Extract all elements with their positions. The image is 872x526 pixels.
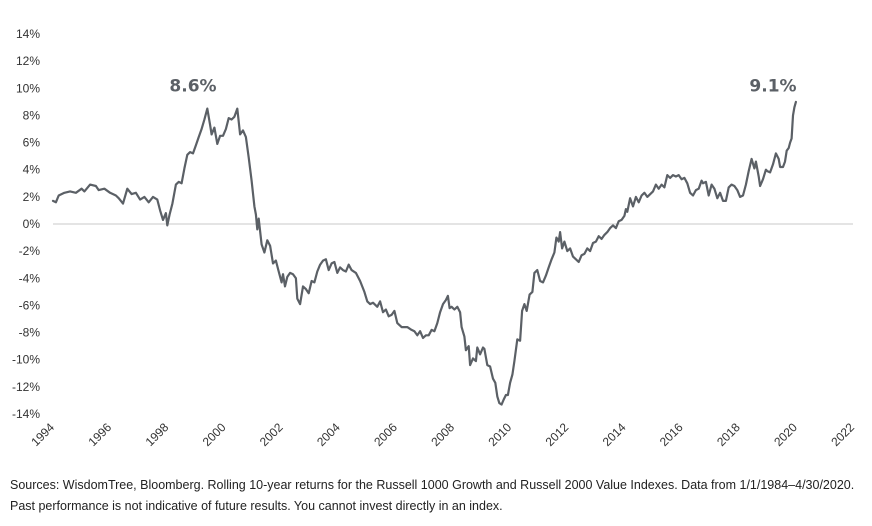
y-tick-label: -8% bbox=[19, 326, 41, 340]
y-tick-label: 12% bbox=[16, 54, 40, 68]
footer-disclaimer: Past performance is not indicative of fu… bbox=[10, 499, 503, 513]
x-tick-label: 2002 bbox=[257, 420, 286, 449]
y-tick-label: 0% bbox=[23, 217, 41, 231]
y-tick-label: -2% bbox=[19, 244, 41, 258]
x-tick-label: 1996 bbox=[85, 420, 114, 449]
x-tick-label: 2010 bbox=[485, 420, 514, 449]
y-tick-label: 6% bbox=[23, 136, 41, 150]
x-tick-label: 1998 bbox=[143, 420, 172, 449]
y-tick-label: -4% bbox=[19, 271, 41, 285]
y-tick-label: 14% bbox=[16, 27, 40, 41]
x-tick-label: 2008 bbox=[428, 420, 457, 449]
x-tick-label: 1994 bbox=[28, 420, 57, 449]
annotations: 8.6% 9.1% bbox=[169, 77, 796, 97]
x-tick-label: 2012 bbox=[543, 420, 572, 449]
y-tick-label: 4% bbox=[23, 163, 41, 177]
y-axis-ticks: 14% 12% 10% 8% 6% 4% 2% 0% -2% -4% -6% -8% -10% -12% -… bbox=[12, 27, 40, 421]
series-line bbox=[51, 100, 797, 406]
y-tick-label: 10% bbox=[16, 81, 40, 95]
x-tick-label: 2020 bbox=[771, 420, 800, 449]
x-tick-label: 2000 bbox=[200, 420, 229, 449]
annotation-label: 8.6% bbox=[169, 77, 216, 97]
y-tick-label: -6% bbox=[19, 298, 41, 312]
y-tick-label: -10% bbox=[12, 353, 40, 367]
y-tick-label: -14% bbox=[12, 407, 40, 421]
annotation-label: 9.1% bbox=[749, 77, 796, 97]
x-axis-ticks: 1994 1996 1998 2000 2002 2004 2006 2008 2010 2012… bbox=[28, 420, 857, 449]
x-tick-label: 2016 bbox=[657, 420, 686, 449]
y-tick-label: 2% bbox=[23, 190, 41, 204]
x-tick-label: 2022 bbox=[828, 420, 857, 449]
x-tick-label: 2006 bbox=[371, 420, 400, 449]
footer-sources: Sources: WisdomTree, Bloomberg. Rolling … bbox=[10, 478, 855, 492]
line-chart: 14% 12% 10% 8% 6% 4% 2% 0% -2% -4% -6% -8% -10% -12% -… bbox=[12, 27, 857, 449]
y-tick-label: 8% bbox=[23, 108, 41, 122]
x-tick-label: 2018 bbox=[714, 420, 743, 449]
x-tick-label: 2004 bbox=[314, 420, 343, 449]
x-tick-label: 2014 bbox=[600, 420, 629, 449]
y-tick-label: -12% bbox=[12, 380, 40, 394]
